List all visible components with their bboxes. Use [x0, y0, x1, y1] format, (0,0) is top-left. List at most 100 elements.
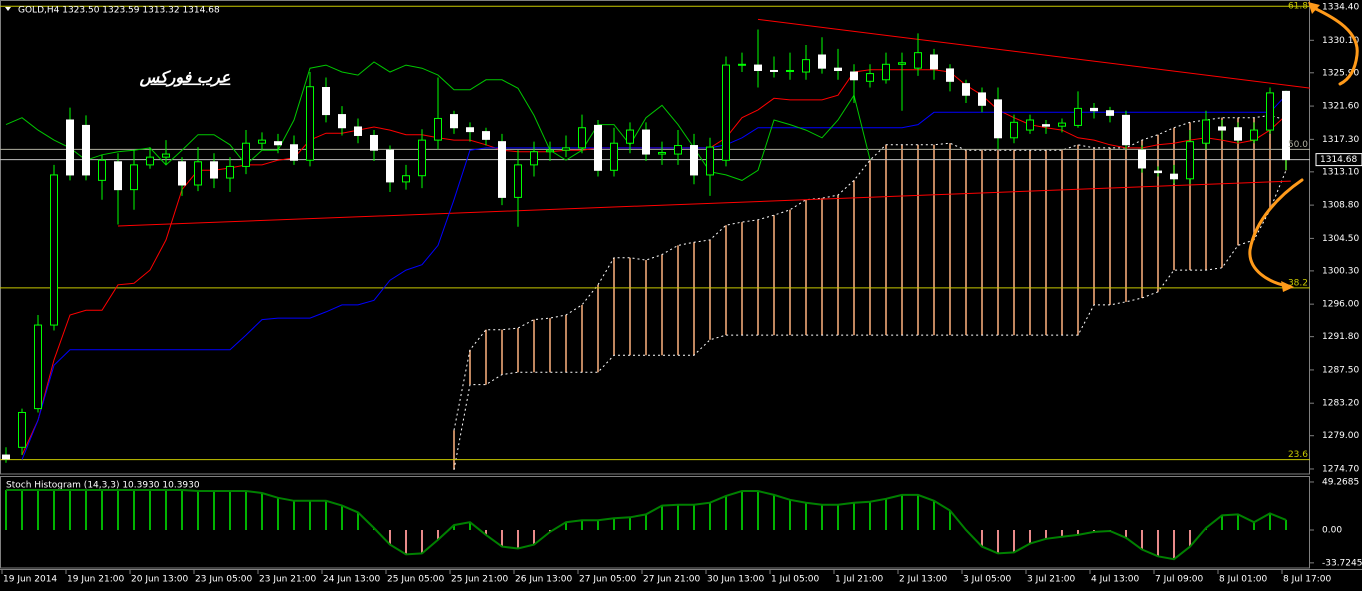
arrow-head-down: [1281, 281, 1294, 292]
candle-body: [1266, 92, 1274, 131]
last-price-label: 1314.68: [1320, 155, 1357, 165]
fib-level-label: 61.8: [1288, 2, 1308, 12]
candle-body: [226, 165, 234, 179]
candle-body: [754, 64, 762, 71]
candle-body: [514, 164, 522, 198]
candle-body: [594, 124, 602, 171]
indicator-title: Stoch Histogram (14,3,3) 10.3930 10.3930: [6, 481, 200, 491]
y-tick-label: 1308.80: [1322, 201, 1359, 211]
fib-level-label: 50.0: [1288, 140, 1308, 150]
arrow-down-curve: [1248, 178, 1304, 288]
candle-body: [1058, 122, 1066, 127]
candle-body: [562, 147, 570, 151]
trendline: [757, 18, 1310, 89]
arrow-head-up: [1308, 2, 1320, 14]
histogram-line: [6, 489, 1287, 561]
candle-body: [498, 141, 506, 198]
candle-body: [370, 134, 378, 151]
chart-header: GOLD,H4 1323.50 1323.59 1313.32 1314.68: [18, 6, 220, 16]
candle-body: [1010, 121, 1018, 139]
candle-body: [818, 54, 826, 69]
candle-body: [290, 144, 298, 161]
y-tick-label: 0.00: [1322, 525, 1342, 535]
y-tick-label: 1279.00: [1322, 431, 1359, 441]
candle-body: [1186, 141, 1194, 180]
candle-body: [306, 86, 314, 161]
candle-body: [1154, 170, 1162, 174]
x-tick-label: 27 Jun 05:00: [579, 575, 636, 585]
x-tick-label: 1 Jul 21:00: [835, 575, 884, 585]
candle-body: [274, 141, 282, 146]
candle-body: [1282, 90, 1290, 161]
candle-body: [434, 117, 442, 141]
candle-body: [882, 63, 890, 81]
candle-body: [114, 161, 122, 191]
candle-body: [258, 139, 266, 144]
x-tick-label: 20 Jun 13:00: [131, 575, 188, 585]
x-tick-label: 30 Jun 13:00: [707, 575, 764, 585]
candle-body: [1090, 107, 1098, 112]
candle-body: [802, 59, 810, 73]
candle-body: [178, 161, 186, 186]
candle-body: [482, 131, 490, 140]
y-tick-label: 1296.00: [1322, 300, 1359, 310]
candle-body: [338, 114, 346, 129]
candle-body: [50, 174, 58, 326]
candle-body: [994, 99, 1002, 139]
y-tick-label: 1300.30: [1322, 266, 1359, 276]
x-tick-label: 19 Jun 21:00: [67, 575, 124, 585]
y-tick-label: 1283.20: [1322, 399, 1359, 409]
candle-body: [722, 64, 730, 161]
y-tick-label: 1304.50: [1322, 234, 1359, 244]
candle-body: [578, 127, 586, 149]
x-tick-label: 7 Jul 09:00: [1155, 575, 1204, 585]
y-tick-label: 1313.10: [1322, 167, 1359, 177]
candle-body: [626, 129, 634, 144]
candle-body: [546, 149, 554, 153]
arrow-up-curve: [1312, 6, 1359, 86]
candle-body: [978, 92, 986, 106]
fib-level-label: 23.6: [1288, 450, 1308, 460]
candle-body: [162, 153, 170, 158]
candle-body: [690, 145, 698, 176]
candle-body: [738, 63, 746, 66]
candle-body: [418, 139, 426, 177]
candle-body: [1106, 110, 1114, 116]
candle-body: [1138, 149, 1146, 169]
last-price-box: [1315, 153, 1362, 167]
y-tick-label: 1274.70: [1322, 464, 1359, 474]
annotation-arrows: [1248, 6, 1359, 288]
menu-triangle: [5, 7, 11, 11]
candle-body: [210, 161, 218, 179]
candle-body: [770, 69, 778, 72]
candle-body: [194, 161, 202, 186]
candle-body: [1170, 173, 1178, 180]
candle-body: [530, 151, 538, 166]
y-tick-label: 1317.30: [1322, 135, 1359, 145]
cloud-lower-edge: [453, 170, 1287, 470]
candle-body: [642, 129, 650, 155]
x-tick-label: 27 Jun 21:00: [643, 575, 700, 585]
watermark: عرب فوركس: [139, 68, 231, 88]
sub-pane-frame: [0, 476, 1310, 569]
y-tick-label: 1325.90: [1322, 68, 1359, 78]
candle-body: [1250, 129, 1258, 141]
candle-body: [1074, 107, 1082, 126]
candle-body: [450, 114, 458, 129]
x-tick-label: 19 Jun 2014: [3, 575, 57, 585]
x-tick-label: 26 Jun 13:00: [515, 575, 572, 585]
y-tick-label: -33.7245: [1322, 558, 1362, 568]
candle-body: [1122, 114, 1130, 146]
candle-body: [402, 175, 410, 183]
candle-body: [354, 126, 362, 136]
candle-body: [1218, 126, 1226, 131]
candle-body: [786, 69, 794, 72]
candle-body: [322, 87, 330, 116]
main-plot: [0, 5, 1310, 470]
candle-body: [34, 324, 42, 410]
y-tick-label: 49.2685: [1322, 477, 1359, 487]
x-tick-label: 25 Jun 21:00: [451, 575, 508, 585]
candle-body: [1026, 119, 1034, 131]
